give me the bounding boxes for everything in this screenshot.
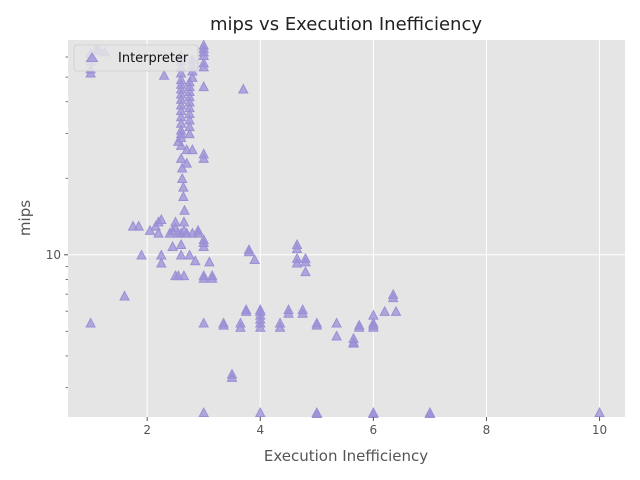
data-point: [184, 108, 195, 119]
data-point: [254, 309, 266, 320]
data-point: [226, 371, 238, 382]
data-point: [300, 266, 311, 277]
data-point: [311, 319, 323, 330]
data-point: [198, 81, 210, 92]
data-point: [189, 255, 201, 266]
data-point: [379, 305, 391, 316]
data-point: [175, 117, 187, 128]
data-point: [291, 243, 303, 254]
data-point: [175, 249, 187, 260]
data-point: [176, 162, 188, 173]
plot-area: [68, 40, 625, 417]
y-tick-label: 10: [46, 248, 61, 262]
data-point: [348, 337, 359, 348]
data-point: [184, 128, 195, 139]
data-point: [175, 238, 187, 250]
data-point: [176, 172, 188, 184]
legend: Interpreter: [73, 44, 199, 72]
data-point: [204, 256, 215, 267]
data-point: [206, 272, 218, 283]
x-tick-label: 6: [370, 423, 378, 437]
data-point: [184, 85, 195, 96]
data-point: [155, 257, 167, 268]
legend-marker-icon: [85, 52, 99, 62]
data-point: [331, 330, 342, 341]
data-point: [187, 71, 198, 82]
data-point: [175, 105, 187, 116]
data-point: [198, 317, 210, 328]
data-point: [178, 190, 189, 201]
data-point: [198, 39, 210, 50]
x-axis-label: Execution Inefficiency: [264, 447, 428, 465]
y-axis-ticks: 10: [46, 56, 68, 389]
data-point: [153, 227, 164, 238]
data-point: [85, 67, 96, 78]
data-point: [198, 152, 210, 163]
data-point: [155, 213, 167, 224]
data-point: [594, 406, 605, 418]
data-point: [136, 249, 147, 260]
data-point: [198, 272, 210, 283]
data-point: [254, 406, 266, 418]
data-point: [192, 227, 204, 238]
data-point: [218, 319, 229, 330]
data-point: [198, 406, 210, 418]
data-point: [175, 88, 187, 99]
y-axis-label: mips: [16, 200, 34, 236]
data-point: [311, 407, 323, 418]
data-point: [184, 102, 195, 113]
x-tick-label: 8: [483, 423, 491, 437]
data-point: [175, 111, 187, 122]
data-point: [184, 121, 195, 132]
data-point: [387, 292, 399, 303]
data-point: [424, 407, 436, 418]
data-point: [331, 317, 342, 328]
legend-label-interpreter: Interpreter: [118, 51, 189, 66]
data-point: [181, 157, 193, 168]
data-point: [187, 143, 198, 155]
chart-title: mips vs Execution Inefficiency: [210, 14, 482, 35]
data-point: [274, 321, 286, 332]
data-point: [179, 204, 190, 215]
data-point: [175, 83, 187, 94]
data-point: [283, 307, 294, 318]
data-point: [237, 83, 249, 94]
data-point: [175, 93, 187, 104]
data-point: [184, 249, 195, 260]
data-point: [175, 139, 187, 150]
x-tick-label: 2: [143, 423, 151, 437]
data-point: [85, 317, 96, 328]
data-point: [390, 305, 402, 316]
data-point: [353, 321, 365, 332]
data-point: [178, 270, 190, 281]
data-point: [175, 152, 187, 163]
data-point: [240, 305, 252, 316]
x-axis-ticks: 2 4 6 8 10: [143, 417, 607, 437]
data-point: [184, 96, 195, 107]
data-point: [184, 114, 195, 125]
data-point: [175, 124, 187, 135]
data-point: [297, 307, 309, 318]
data-point: [133, 220, 145, 231]
legend-box: [73, 44, 199, 72]
data-point: [235, 321, 246, 332]
data-point: [249, 253, 260, 265]
data-point: [167, 240, 178, 252]
data-point: [158, 69, 170, 80]
data-point: [175, 67, 187, 78]
data-point: [368, 321, 379, 332]
data-point: [119, 290, 130, 301]
data-point: [300, 256, 311, 267]
data-point: [198, 57, 210, 68]
data-point: [184, 91, 195, 102]
x-tick-label: 4: [256, 423, 264, 437]
data-point: [254, 321, 266, 332]
data-point: [175, 74, 187, 85]
x-tick-label: 10: [592, 423, 607, 437]
data-point: [198, 240, 210, 252]
data-point: [291, 257, 303, 268]
data-point: [175, 99, 187, 110]
data-point: [243, 246, 255, 257]
